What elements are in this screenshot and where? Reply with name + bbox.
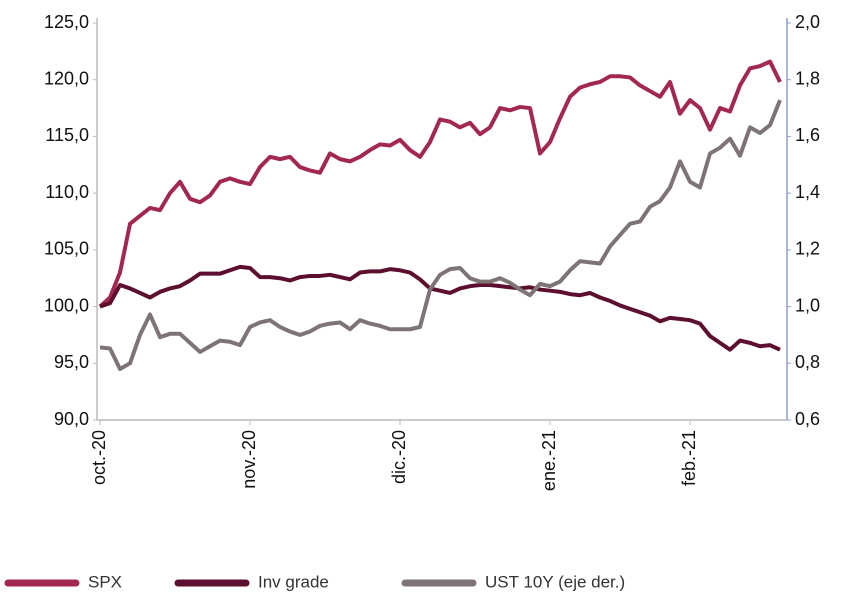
series-line [99,99,782,371]
legend-label: Inv grade [258,572,329,591]
y2-tick-label: 0,6 [795,409,820,429]
y-tick-label: 115,0 [45,125,89,145]
y-tick-label: 105,0 [44,239,89,259]
series-line [99,264,781,352]
y2-tick-label: 1,2 [795,239,820,259]
x-tick-label: nov.-20 [239,430,259,489]
y2-tick-label: 2,0 [795,12,820,32]
y-tick-label: 110,0 [45,182,89,202]
y2-tick-label: 1,0 [795,295,820,315]
y-tick-label: 95,0 [54,352,89,372]
y-tick-label: 125,0 [44,12,89,32]
x-tick-label: oct.-20 [89,430,109,485]
legend-label: UST 10Y (eje der.) [485,572,625,591]
series-line [98,59,782,309]
y2-tick-label: 1,6 [795,125,820,145]
y-tick-label: 90,0 [54,409,89,429]
y2-tick-label: 0,8 [795,352,820,372]
y-tick-label: 100,0 [44,295,89,315]
legend-label: SPX [88,572,122,591]
y-tick-label: 120,0 [44,68,89,88]
x-tick-label: ene.-21 [539,430,559,491]
y2-tick-label: 1,8 [795,68,820,88]
y2-tick-label: 1,4 [795,182,820,202]
x-tick-label: dic.-20 [389,430,409,484]
x-tick-label: feb.-21 [679,430,699,486]
